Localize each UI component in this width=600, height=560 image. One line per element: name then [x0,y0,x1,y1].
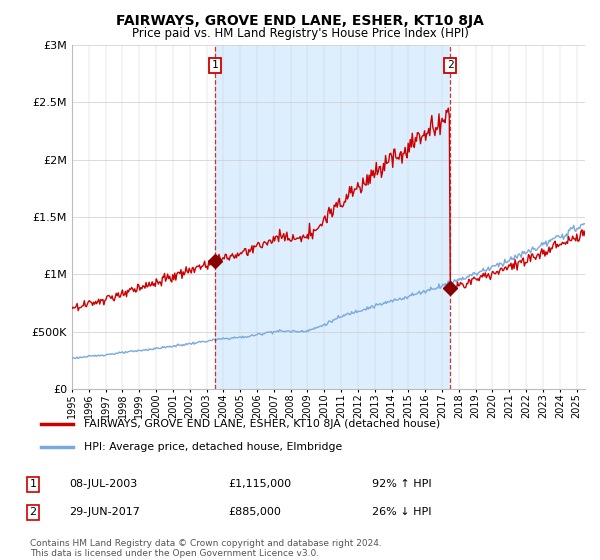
Text: 1: 1 [212,60,218,71]
Text: 2: 2 [29,507,37,517]
Text: £885,000: £885,000 [228,507,281,517]
Text: HPI: Average price, detached house, Elmbridge: HPI: Average price, detached house, Elmb… [84,442,342,452]
Text: FAIRWAYS, GROVE END LANE, ESHER, KT10 8JA (detached house): FAIRWAYS, GROVE END LANE, ESHER, KT10 8J… [84,419,440,429]
Text: 92% ↑ HPI: 92% ↑ HPI [372,479,431,489]
Text: 08-JUL-2003: 08-JUL-2003 [69,479,137,489]
Text: £1,115,000: £1,115,000 [228,479,291,489]
Text: 26% ↓ HPI: 26% ↓ HPI [372,507,431,517]
Text: FAIRWAYS, GROVE END LANE, ESHER, KT10 8JA: FAIRWAYS, GROVE END LANE, ESHER, KT10 8J… [116,14,484,28]
Text: Contains HM Land Registry data © Crown copyright and database right 2024.
This d: Contains HM Land Registry data © Crown c… [30,539,382,558]
Bar [215,45,450,389]
Text: 1: 1 [29,479,37,489]
Text: Price paid vs. HM Land Registry's House Price Index (HPI): Price paid vs. HM Land Registry's House … [131,27,469,40]
Text: 29-JUN-2017: 29-JUN-2017 [69,507,140,517]
Text: 2: 2 [447,60,454,71]
